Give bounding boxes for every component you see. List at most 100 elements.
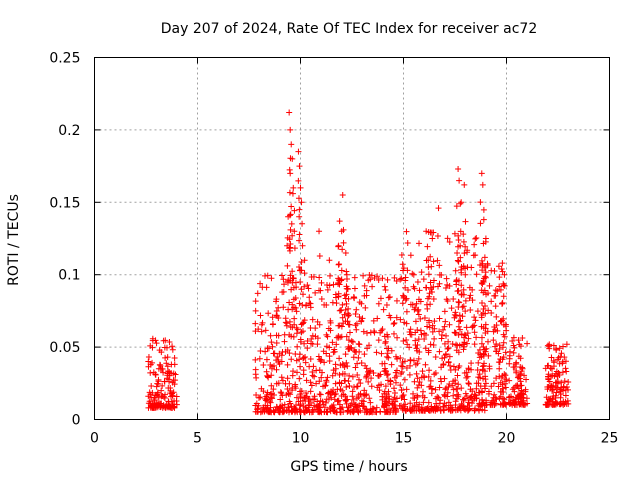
data-point [481, 346, 488, 353]
data-point [441, 391, 448, 398]
data-point [157, 362, 164, 369]
data-point [279, 289, 286, 296]
data-point [356, 341, 363, 348]
data-point [482, 269, 489, 276]
data-point [506, 355, 513, 362]
data-point [499, 344, 506, 351]
data-point [341, 311, 348, 318]
data-point [353, 320, 360, 327]
data-point [467, 292, 474, 299]
data-point [279, 377, 286, 384]
data-point [416, 287, 423, 294]
data-point [452, 309, 459, 316]
data-point [346, 372, 353, 379]
data-point [480, 375, 487, 382]
data-point [303, 302, 310, 309]
data-point [263, 406, 270, 413]
data-point [297, 338, 304, 345]
data-point [355, 340, 362, 347]
data-point [391, 320, 398, 327]
data-point [436, 328, 443, 335]
data-point [441, 308, 448, 315]
data-point [410, 271, 417, 278]
data-point [359, 315, 366, 322]
data-point [465, 396, 472, 403]
data-point [432, 370, 439, 377]
data-point [421, 336, 428, 343]
data-point [381, 403, 388, 410]
data-point [290, 275, 297, 282]
data-point [414, 341, 421, 348]
data-point [444, 345, 451, 352]
data-point [435, 205, 442, 212]
data-point [436, 384, 443, 391]
data-point [145, 354, 152, 361]
data-point [363, 287, 370, 294]
data-point [310, 363, 317, 370]
data-point [337, 362, 344, 369]
data-point [155, 376, 162, 383]
data-point [419, 368, 426, 375]
data-point [267, 332, 274, 339]
data-point [463, 324, 470, 331]
data-point [302, 359, 309, 366]
data-point [449, 341, 456, 348]
data-point [465, 365, 472, 372]
data-point [549, 402, 556, 409]
data-point [458, 266, 465, 273]
data-point [353, 395, 360, 402]
data-point [343, 359, 350, 366]
data-point [423, 284, 430, 291]
data-point [383, 301, 390, 308]
data-point [365, 378, 372, 385]
data-point [168, 393, 175, 400]
data-point [479, 181, 486, 188]
data-point [275, 380, 282, 387]
y-tick-label: 0.25 [49, 51, 80, 67]
data-point [363, 391, 370, 398]
data-point [499, 385, 506, 392]
data-point [291, 207, 298, 214]
data-point [516, 401, 523, 408]
data-point [552, 392, 559, 399]
data-point [401, 319, 408, 326]
data-point [360, 328, 367, 335]
data-point [262, 348, 269, 355]
data-point [496, 365, 503, 372]
data-point [464, 340, 471, 347]
data-point [168, 398, 175, 405]
data-point [458, 199, 465, 206]
data-point [483, 291, 490, 298]
data-point [291, 245, 298, 252]
data-point [356, 313, 363, 320]
data-point [285, 390, 292, 397]
data-point [278, 374, 285, 381]
data-point [415, 403, 422, 410]
data-point [287, 126, 294, 133]
data-point [379, 396, 386, 403]
data-point [260, 388, 267, 395]
data-point [418, 269, 425, 276]
data-point [288, 141, 295, 148]
data-point [414, 394, 421, 401]
data-point [332, 390, 339, 397]
data-point [381, 368, 388, 375]
data-point [562, 358, 569, 365]
data-point [338, 276, 345, 283]
data-point [486, 365, 493, 372]
data-point [171, 361, 178, 368]
data-point [367, 276, 374, 283]
data-point [431, 318, 438, 325]
data-point [420, 276, 427, 283]
data-point [475, 374, 482, 381]
data-point [364, 330, 371, 337]
data-point [331, 348, 338, 355]
data-point [330, 281, 337, 288]
data-point [299, 242, 306, 249]
data-point [561, 378, 568, 385]
data-point [506, 394, 513, 401]
data-point [482, 273, 489, 280]
data-point [391, 274, 398, 281]
data-point [296, 351, 303, 358]
data-point [473, 235, 480, 242]
